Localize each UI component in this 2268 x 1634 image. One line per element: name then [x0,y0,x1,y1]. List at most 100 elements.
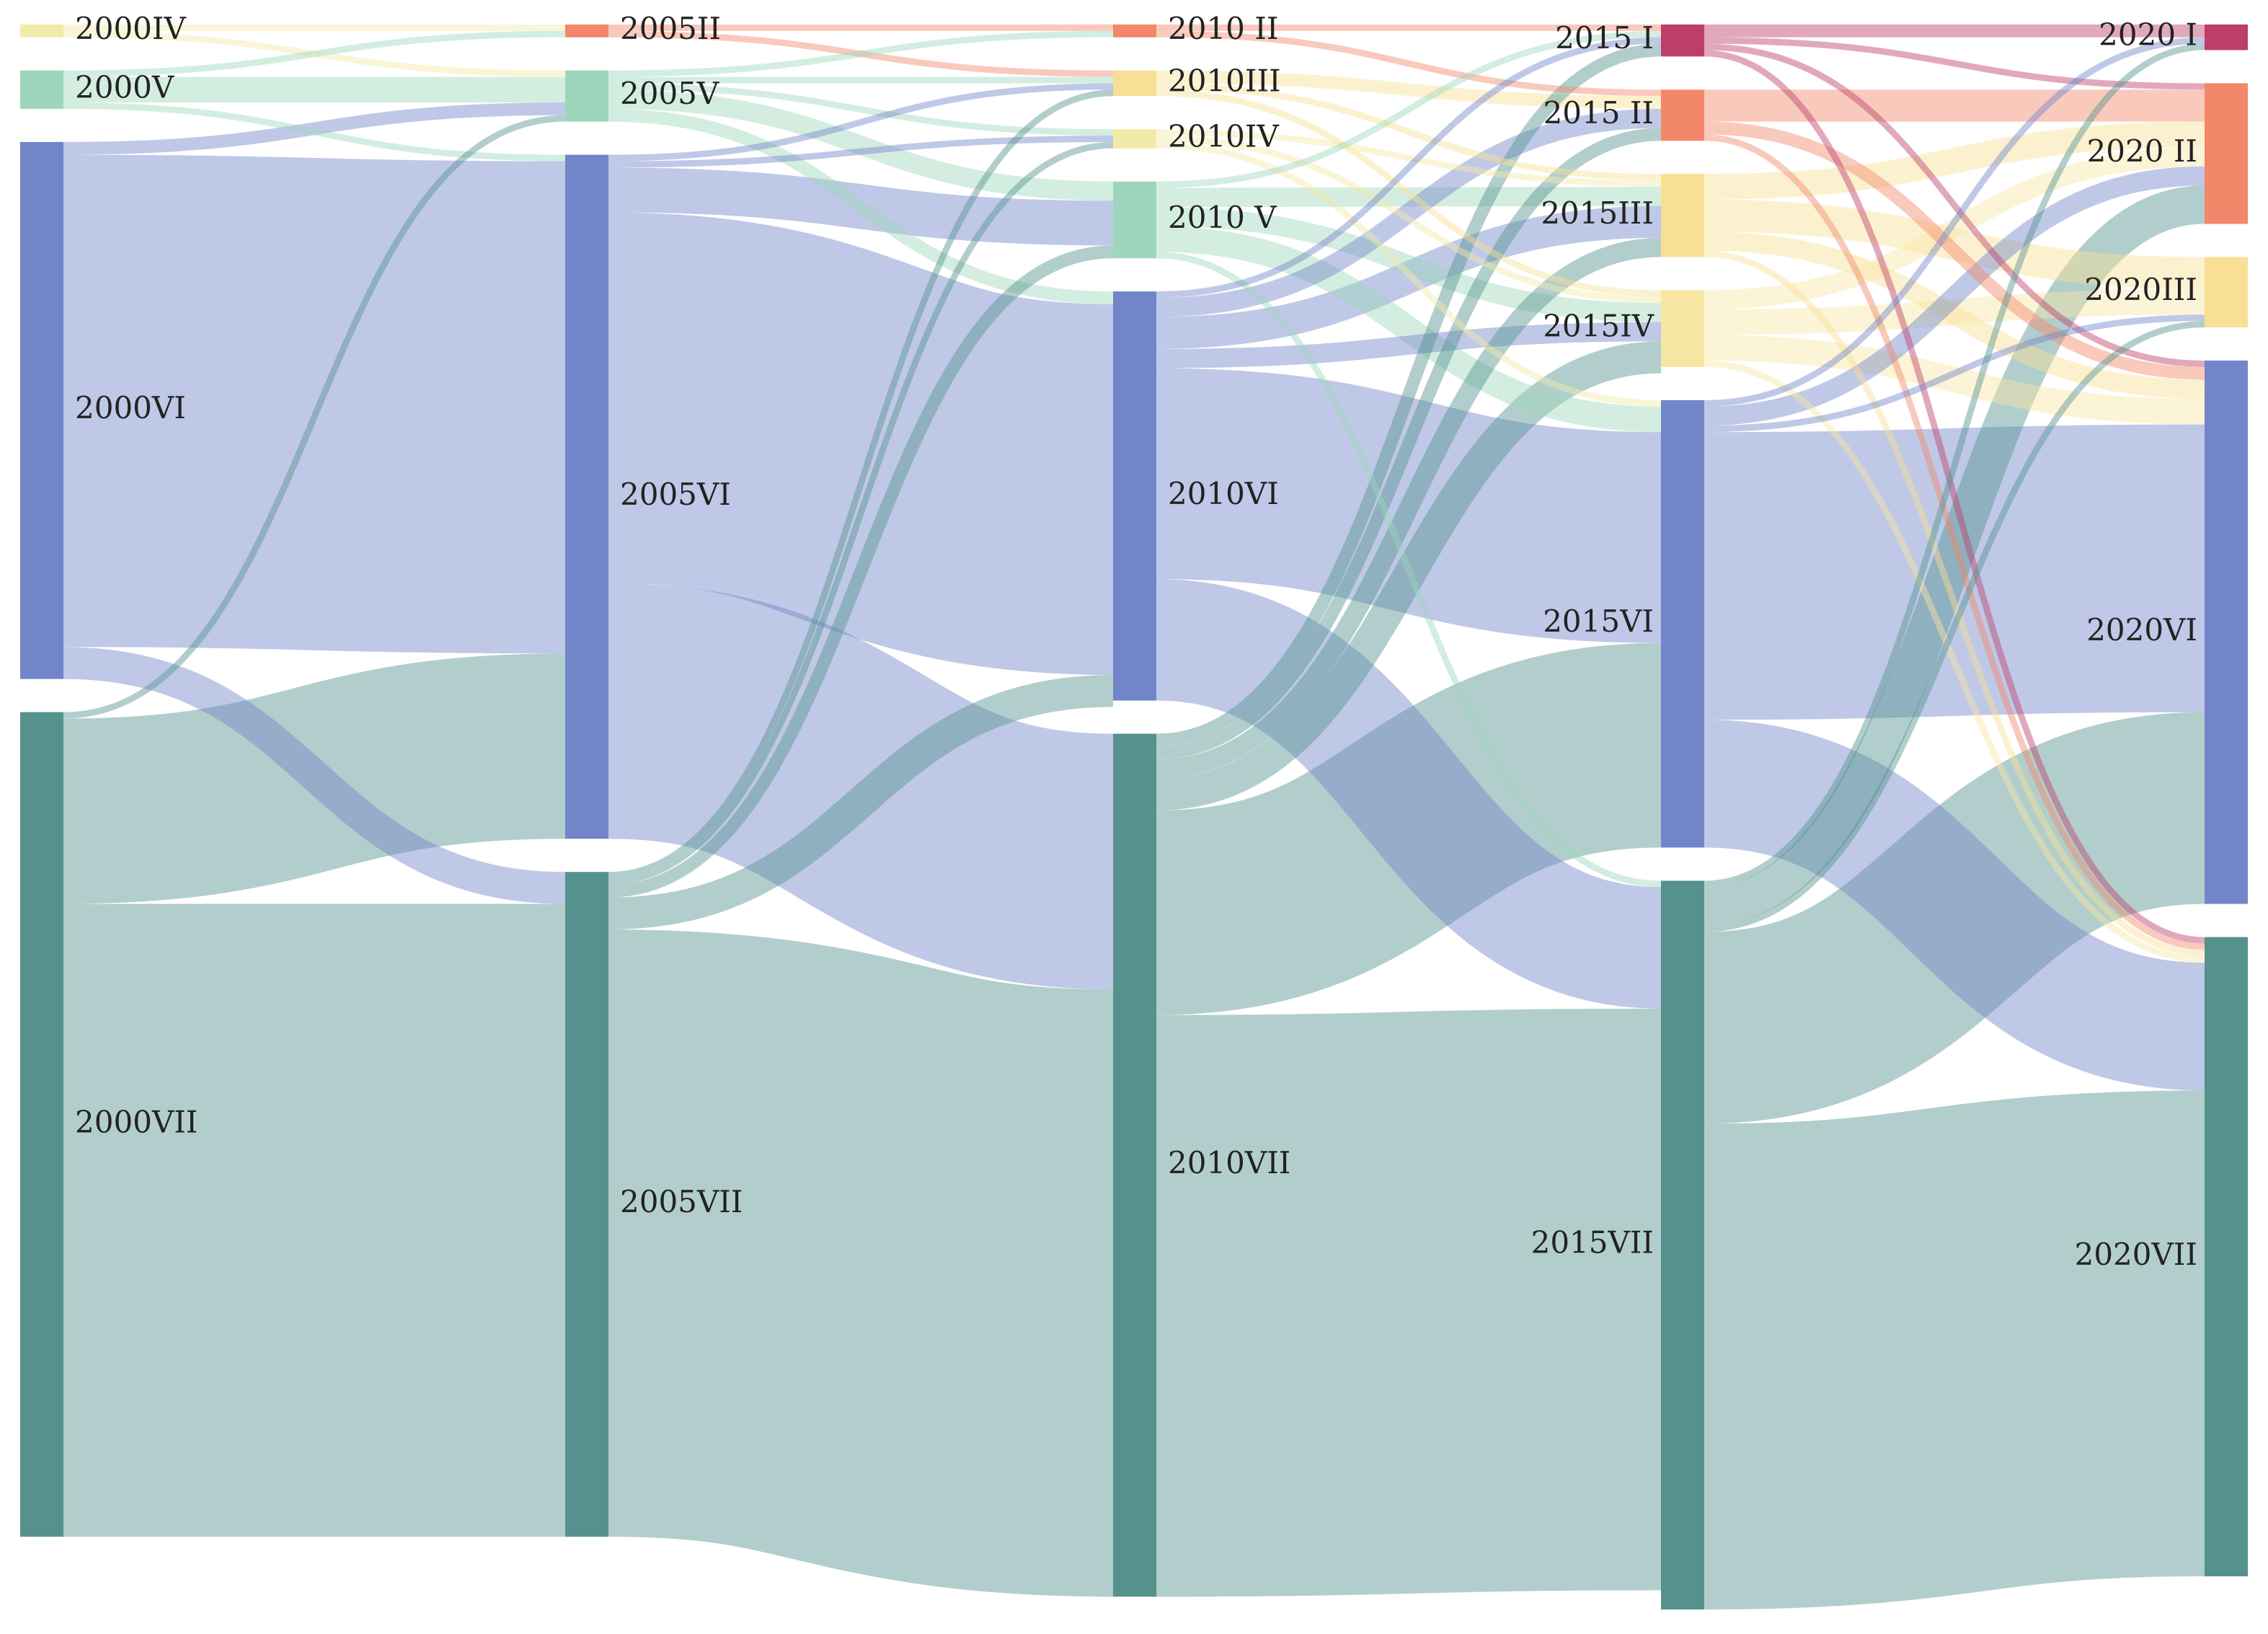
node-label-2000IV: 2000IV [75,11,186,46]
node-label-2005V: 2005V [620,76,719,111]
node-label-2015II: 2015 II [1543,95,1654,131]
link-2015III-2020II [1704,121,2205,200]
node-2010V [1113,181,1156,259]
link-2010V-2015IV [1156,207,1662,322]
link-2015VII-2020VII [1704,1090,2205,1610]
link-2010V-2015VI [1156,226,1662,433]
link-2005V-2010IV [608,83,1114,136]
node-label-2015I: 2015 I [1555,20,1654,56]
link-2010III-2015III [1156,83,1662,181]
node-2015III [1661,174,1704,257]
link-2005VII-2010VI [608,675,1114,929]
link-2015IV-2020III [1704,288,2205,335]
node-2010III [1113,70,1156,97]
link-2010IV-2015IV [1156,136,1662,304]
node-label-2000V: 2000V [75,69,174,105]
node-label-2020I: 2020 I [2099,17,2197,53]
link-2010VII-2015I [1156,43,1662,747]
link-2005VI-2010VII [606,583,1115,990]
link-2015IV-2020VII [1704,360,2205,963]
link-2000VI-2005VII [63,647,566,904]
link-2015VII-2020I [1704,43,2205,888]
link-2015II-2020VII [1704,134,2205,950]
link-2000V-2005II [63,30,566,77]
node-2015IV [1661,290,1704,367]
node-label-2010VI: 2010VI [1168,476,1279,511]
node-label-2020VI: 2020VI [2086,612,2197,648]
link-2015VI-2020I [1704,37,2205,407]
link-2015III-2020VII [1704,250,2205,957]
link-2005V-2010II [608,30,1114,77]
link-2010V-2015I [1156,30,1662,188]
link-2010VII-2015IV [1156,341,1662,811]
node-2015I [1661,25,1704,57]
link-2005V-2010V [608,89,1114,201]
link-2005II-2010III [608,30,1114,77]
link-2015VII-2020III [1704,321,2205,932]
node-label-2010V: 2010 V [1168,200,1277,235]
link-2000VII-2005VI [63,653,566,904]
node-2020VII [2205,937,2248,1576]
link-2015VII-2020II [1704,185,2205,926]
link-2010VII-2015III [1156,237,1662,779]
node-label-2010III: 2010III [1168,63,1281,98]
node-2005VI [565,154,608,839]
link-2000IV-2005V [63,30,566,77]
link-2010III-2015IV [1156,89,1662,297]
link-2000VI-2005VI [63,154,566,654]
node-2000IV [20,25,63,37]
node-label-2005II: 2005II [620,11,721,46]
link-2010V-2015VII [1156,252,1662,888]
link-2015II-2020VI [1704,121,2205,380]
node-2015VI [1661,399,1704,848]
links-layer [63,24,2207,1610]
link-2005VII-2010V [608,245,1114,898]
link-2005V-2010VI [608,108,1114,304]
link-2015VI-2020III [1704,314,2205,433]
link-2015I-2020II [1704,37,2205,90]
node-2010VI [1113,291,1156,701]
link-2010VI-2015VI [1156,368,1662,643]
link-2015III-2020III [1704,199,2205,289]
link-2015VI-2020II [1704,166,2205,426]
node-2000VI [20,141,63,679]
node-label-2020VII: 2020VII [2075,1237,2197,1272]
link-2005VI-2010VI [606,212,1115,676]
link-2010VI-2015II [1156,108,1662,317]
node-2015VII [1661,880,1704,1609]
node-label-2010VII: 2010VII [1168,1145,1290,1180]
node-2010IV [1113,129,1156,149]
link-2000V-2005VI [63,102,566,162]
link-2010VI-2015VII [1154,579,1663,1009]
node-2010VII [1113,733,1156,1597]
link-2015IV-2020VI [1704,335,2205,425]
link-2005VII-2010VII [606,929,1115,1597]
node-label-2020III: 2020III [2084,272,2197,307]
node-label-2015VI: 2015VI [1543,604,1654,639]
link-2005VII-2010III [608,89,1114,879]
node-2005V [565,70,608,122]
node-2000VII [20,712,63,1537]
node-label-2005VII: 2005VII [620,1184,743,1219]
link-2000VII-2005V [63,115,566,719]
node-label-2010II: 2010 II [1168,11,1278,46]
link-2010VII-2015II [1156,128,1662,759]
labels-layer: 2000IV 2000V 2000VI 2000VII 2005II 2005V 2005V… [75,11,2197,1272]
link-2015IV-2020II [1704,147,2205,310]
link-2010VII-2015VI [1154,642,1663,1015]
link-2015VI-2020VI [1704,424,2205,720]
link-2010VI-2015IV [1156,322,1662,368]
node-2005VII [565,872,608,1537]
link-2015VII-2020VI [1702,712,2207,1124]
link-2010II-2015II [1156,30,1662,97]
node-label-2020II: 2020 II [2087,133,2197,169]
link-2015I-2020VII [1704,50,2205,944]
node-2000V [20,70,63,109]
node-label-2000VII: 2000VII [75,1104,198,1139]
node-label-2015IV: 2015IV [1543,309,1654,344]
link-2010VII-2015VII [1156,1008,1662,1597]
node-label-2015III: 2015III [1541,195,1654,231]
node-2020II [2205,83,2248,224]
link-2015I-2020VI [1704,43,2205,367]
